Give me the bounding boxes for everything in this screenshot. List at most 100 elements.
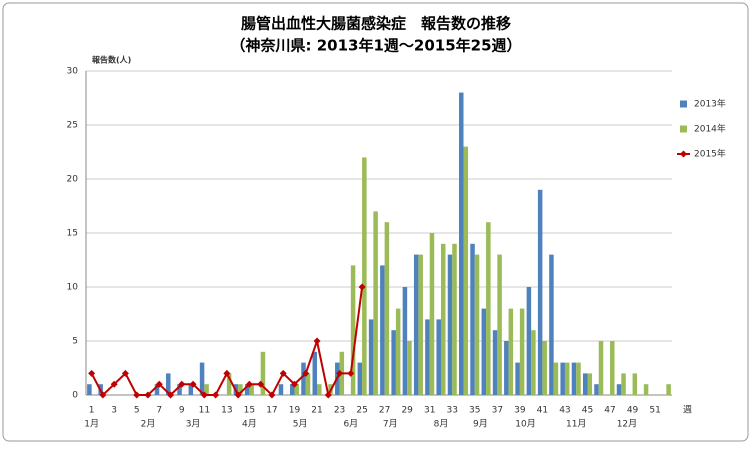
bar [357, 362, 363, 395]
legend-swatch [680, 125, 687, 133]
line-marker [144, 391, 152, 399]
bar [402, 287, 408, 395]
month-label: 11月 [566, 419, 586, 430]
bar [616, 384, 622, 395]
x-tick-label: 47 [604, 406, 615, 416]
bar [278, 384, 284, 395]
bar [576, 362, 581, 395]
bar [154, 384, 160, 395]
x-tick-label: 15 [244, 406, 255, 416]
bar [199, 362, 205, 395]
x-tick-label: 5 [134, 406, 140, 416]
bar [305, 373, 311, 395]
line-marker [133, 391, 141, 399]
bar [666, 384, 671, 395]
x-tick-label: 39 [514, 406, 526, 416]
bar [260, 351, 266, 395]
bar [470, 243, 475, 395]
x-tick-label: 35 [469, 406, 480, 416]
line-marker [358, 283, 366, 291]
bar [537, 189, 543, 395]
line-marker [302, 369, 310, 377]
bar [587, 373, 592, 395]
y-tick-label: 5 [72, 337, 78, 347]
bar [610, 341, 615, 395]
x-tick-label: 51 [649, 406, 660, 416]
bar [526, 287, 532, 395]
bar [436, 319, 441, 395]
x-tick-label: 41 [537, 406, 548, 416]
bar [391, 330, 396, 395]
bar [643, 384, 649, 395]
line-marker [212, 391, 220, 399]
bar [312, 351, 318, 395]
y-axis-label: 報告数(人) [92, 55, 131, 65]
bar [492, 330, 498, 395]
bar [497, 254, 502, 395]
line-marker [178, 380, 186, 388]
y-tick-label: 15 [67, 229, 78, 239]
bar [531, 330, 536, 395]
bar [598, 341, 604, 395]
line-marker [200, 391, 208, 399]
x-tick-label: 45 [582, 406, 593, 416]
bar [317, 384, 322, 395]
x-tick-label: 11 [199, 406, 210, 416]
bar [380, 265, 385, 395]
legend-label: 2013年 [694, 98, 726, 110]
month-label: 9月 [473, 419, 488, 430]
line-marker [121, 369, 129, 377]
month-label: 3月 [186, 419, 201, 430]
line-marker [290, 380, 298, 388]
bar [447, 254, 453, 395]
x-tick-label: 33 [447, 406, 458, 416]
bar [571, 362, 577, 395]
line-marker [189, 380, 197, 388]
x-tick-label: 29 [401, 406, 413, 416]
line-marker [155, 380, 163, 388]
month-label: 4月 [242, 419, 257, 430]
line-marker [257, 380, 265, 388]
legend-swatch [680, 150, 687, 158]
bar [226, 373, 232, 395]
x-tick-label: 17 [266, 406, 277, 416]
bar [560, 362, 565, 395]
line-marker [347, 369, 355, 377]
bar [350, 265, 356, 395]
x-tick-label: 43 [559, 406, 570, 416]
x-tick-label: 31 [424, 406, 435, 416]
line-marker [110, 380, 118, 388]
x-tick-label: 9 [179, 406, 185, 416]
line-marker [245, 380, 253, 388]
x-tick-label: 49 [627, 406, 639, 416]
chart-title: 腸管出血性大腸菌感染症 報告数の推移 [241, 15, 511, 33]
bar [594, 384, 599, 395]
bar [87, 384, 92, 395]
bar [177, 384, 182, 395]
month-label: 8月 [434, 419, 449, 430]
month-label: 12月 [617, 419, 637, 430]
line-marker [336, 369, 344, 377]
bar [481, 308, 487, 395]
chart-subtitle: （神奈川県: 2013年1週～2015年25週） [230, 37, 521, 55]
legend-label: 2014年 [694, 123, 726, 135]
x-tick-label: 13 [221, 406, 232, 416]
bar [582, 373, 588, 395]
bar [166, 373, 171, 395]
line-marker [279, 369, 287, 377]
bar [384, 222, 390, 395]
line-marker [223, 369, 231, 377]
bar [486, 222, 491, 395]
bar [249, 384, 254, 395]
y-tick-label: 25 [67, 121, 78, 131]
line-marker [268, 391, 276, 399]
x-tick-label: 7 [156, 406, 162, 416]
bar [452, 243, 457, 395]
bar [413, 254, 419, 395]
bar [368, 319, 374, 395]
x-tick-label: 3 [111, 406, 117, 416]
bar [553, 362, 559, 395]
bar [407, 341, 412, 395]
line-marker [234, 391, 242, 399]
